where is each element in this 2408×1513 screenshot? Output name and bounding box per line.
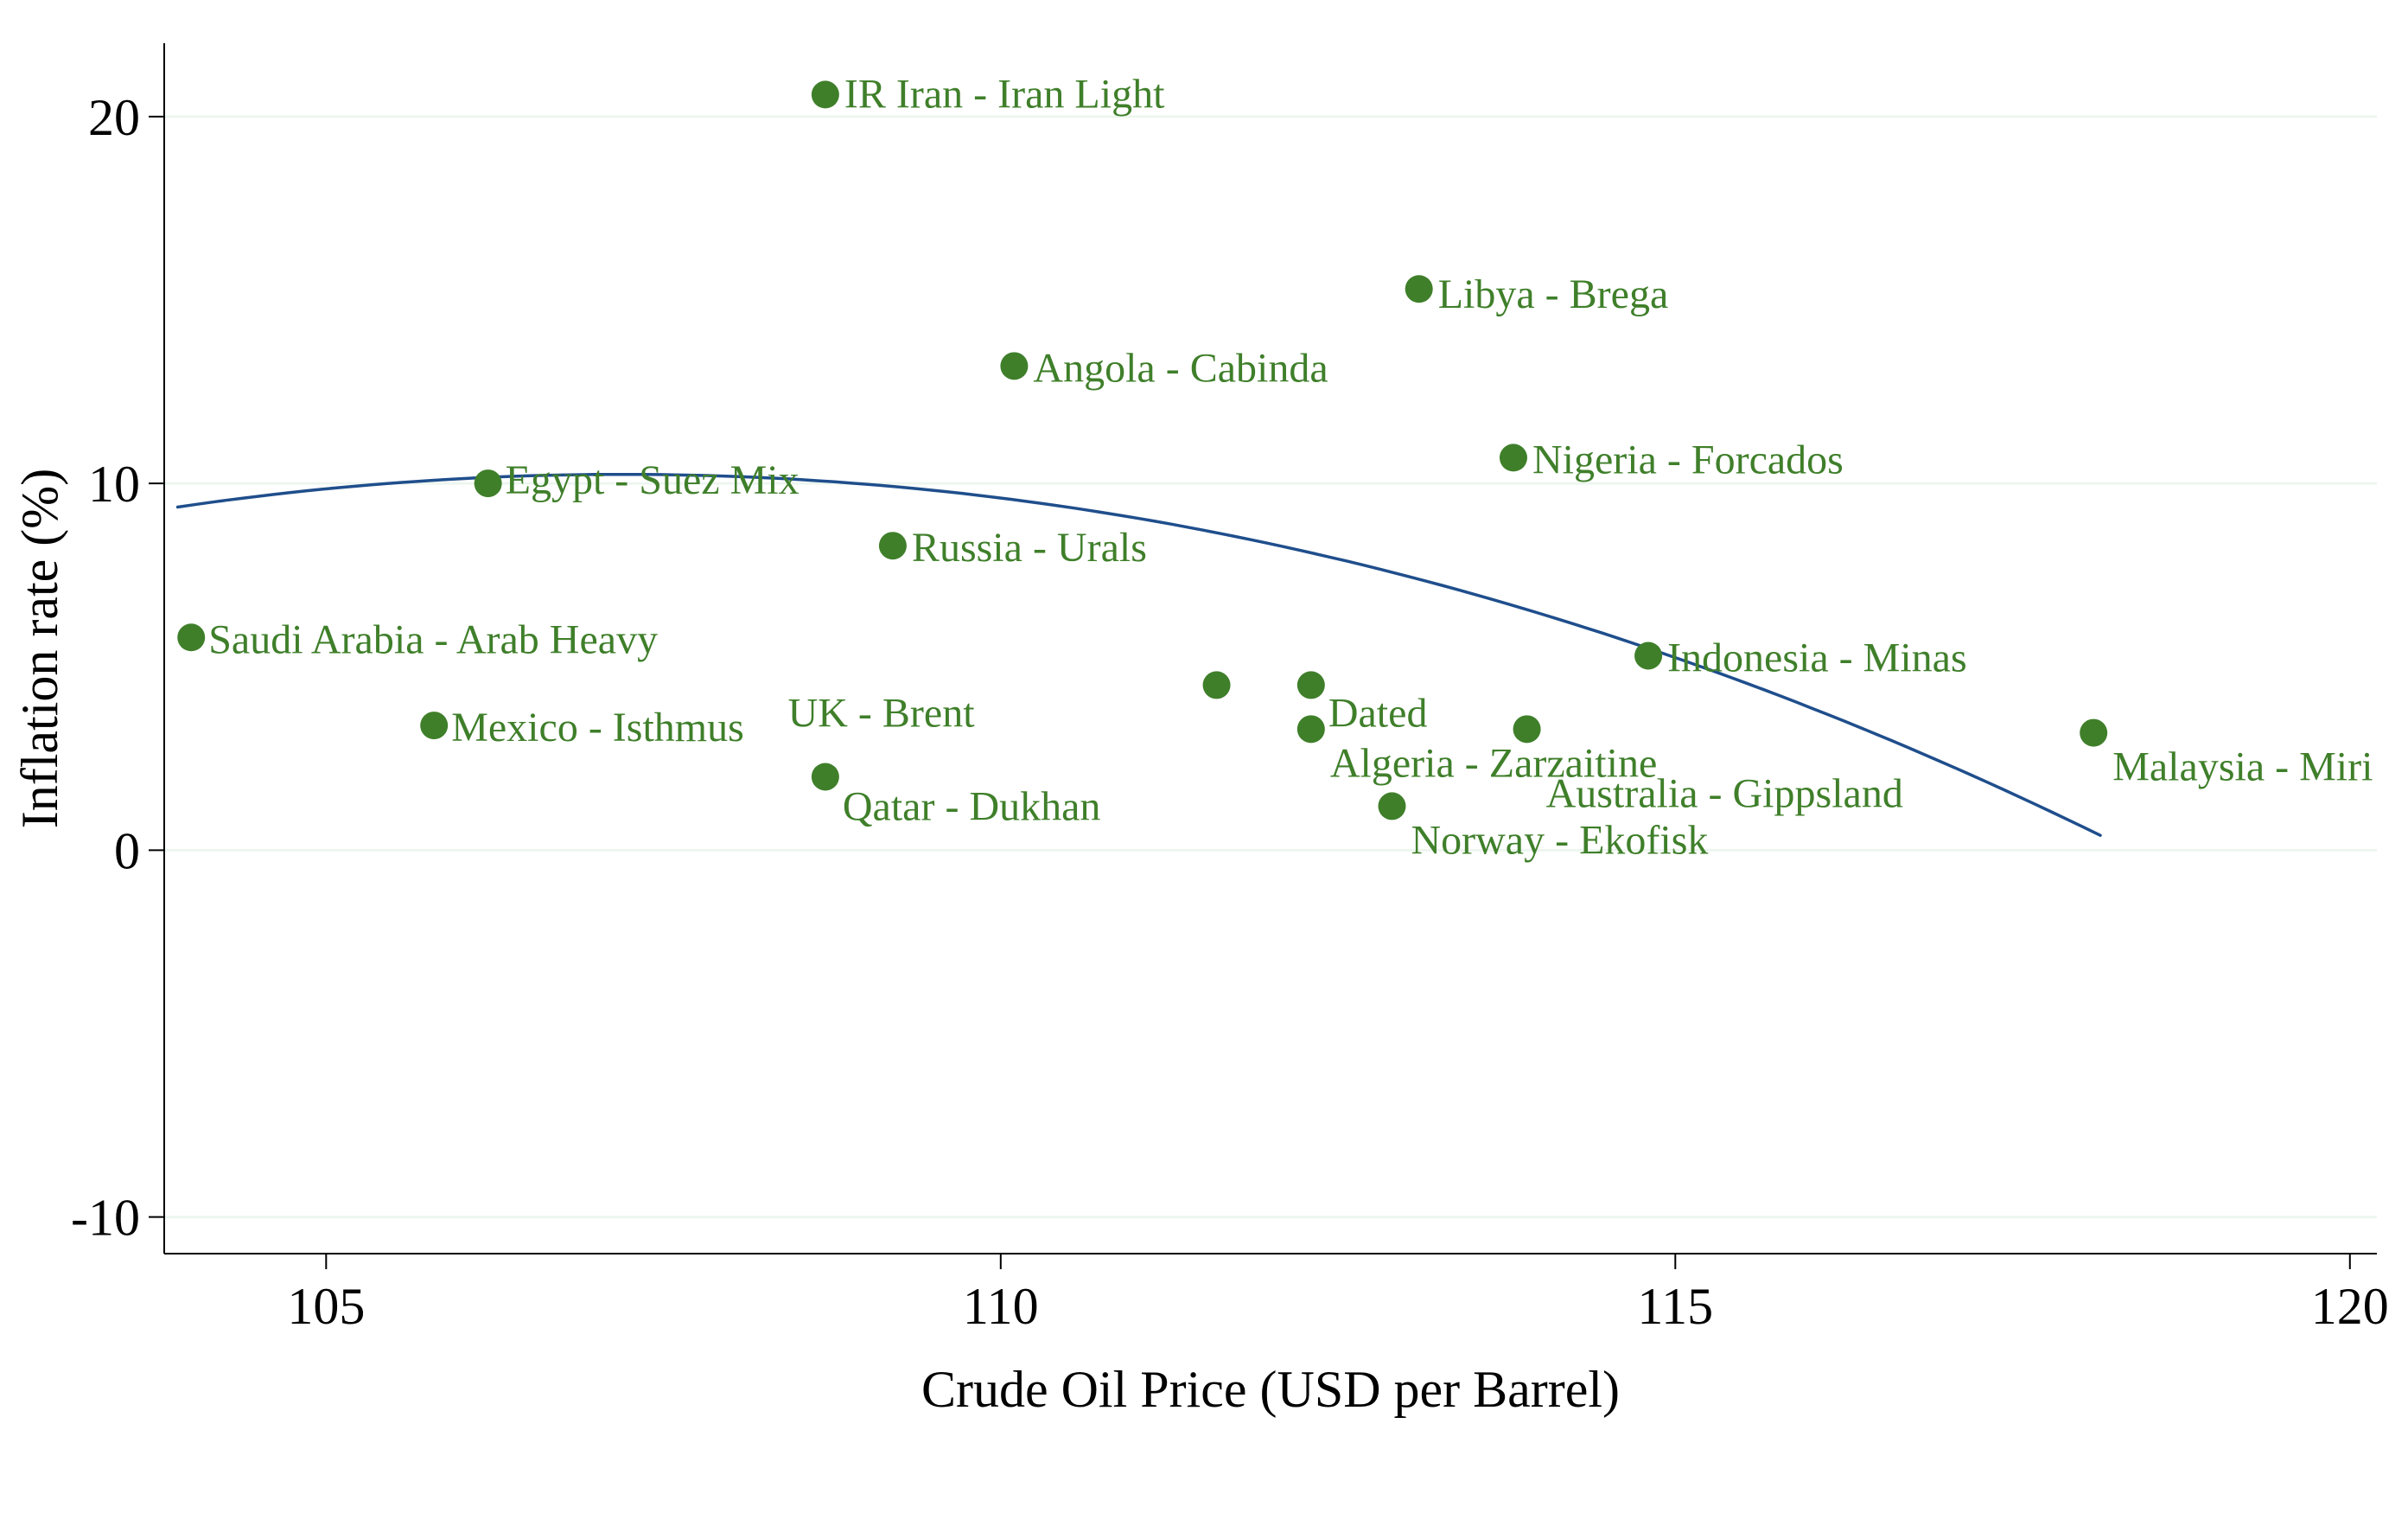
data-point-label: Norway - Ekofisk bbox=[1411, 817, 1708, 863]
y-tick-label: 10 bbox=[88, 456, 140, 513]
data-point-label: Libya - Brega bbox=[1438, 271, 1669, 317]
y-tick-label: 0 bbox=[114, 822, 140, 879]
data-point bbox=[1000, 352, 1028, 380]
data-point bbox=[812, 763, 839, 790]
data-point bbox=[1203, 671, 1231, 699]
data-point-label: Saudi Arabia - Arab Heavy bbox=[208, 616, 658, 662]
x-axis-title: Crude Oil Price (USD per Barrel) bbox=[921, 1361, 1620, 1418]
data-point bbox=[1405, 275, 1433, 303]
scatter-chart: 105 110 115 120 -10 0 10 20 Crude Oil Price (USD… bbox=[0, 0, 2408, 1513]
x-tick-label: 105 bbox=[287, 1278, 365, 1335]
x-tick-label: 120 bbox=[2311, 1278, 2389, 1335]
data-point bbox=[1500, 444, 1527, 471]
y-tick-label: -10 bbox=[71, 1190, 140, 1247]
data-point bbox=[1378, 792, 1405, 820]
data-point-label: Indonesia - Minas bbox=[1667, 635, 1967, 680]
data-point-label: Mexico - Isthmus bbox=[451, 705, 744, 750]
data-point-label: Qatar - Dukhan bbox=[843, 783, 1101, 829]
data-point-label: UK - Brent bbox=[788, 690, 976, 736]
data-point-label: Nigeria - Forcados bbox=[1532, 437, 1844, 482]
x-tick-label: 115 bbox=[1637, 1278, 1713, 1335]
data-point bbox=[177, 623, 205, 651]
data-point-label: Australia - Gippsland bbox=[1546, 770, 1903, 816]
data-point bbox=[1513, 715, 1541, 743]
data-point bbox=[1297, 671, 1325, 699]
data-point bbox=[2080, 719, 2107, 747]
data-point-label: IR Iran - Iran Light bbox=[844, 71, 1165, 117]
data-point bbox=[1297, 715, 1325, 743]
x-tick-label: 110 bbox=[963, 1278, 1039, 1335]
data-point-label: Egypt - Suez Mix bbox=[506, 457, 799, 503]
data-point-label: Angola - Cabinda bbox=[1033, 345, 1328, 391]
data-point bbox=[879, 532, 907, 559]
data-point bbox=[420, 712, 448, 739]
data-point-label: Russia - Urals bbox=[912, 525, 1147, 571]
data-point bbox=[812, 80, 839, 108]
data-point bbox=[1634, 642, 1662, 669]
data-point-label: Malaysia - Miri bbox=[2112, 744, 2373, 790]
data-point bbox=[475, 469, 502, 497]
data-point-label-extra: Dated bbox=[1328, 690, 1428, 736]
y-tick-label: 20 bbox=[88, 89, 140, 146]
y-axis-title: Inflation rate (%) bbox=[11, 469, 68, 828]
